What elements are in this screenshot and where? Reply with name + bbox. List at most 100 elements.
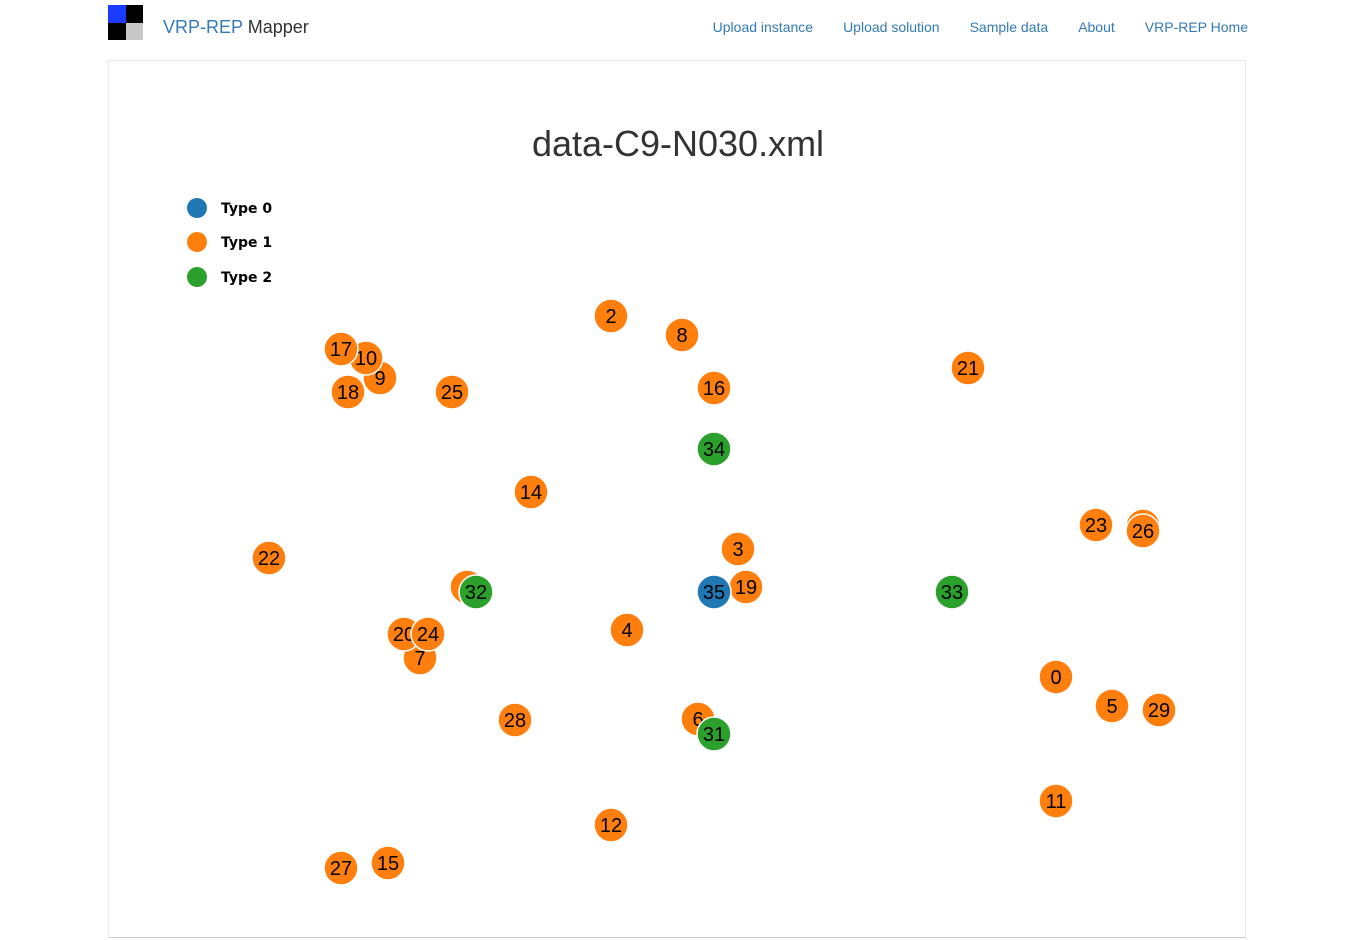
node-marker[interactable] — [251, 540, 287, 576]
node-marker[interactable] — [696, 370, 732, 406]
nav-vrp-rep-home[interactable]: VRP-REP Home — [1144, 19, 1248, 35]
brand-mapper: Mapper — [247, 17, 309, 37]
map-node-29[interactable]: 29 — [1141, 692, 1177, 728]
node-marker[interactable] — [950, 350, 986, 386]
logo-square-gray — [125, 22, 143, 40]
node-label: 26 — [1132, 521, 1154, 543]
node-marker[interactable] — [330, 374, 366, 410]
node-label: 31 — [703, 724, 725, 746]
map-node-31[interactable]: 31 — [696, 716, 732, 752]
node-marker[interactable] — [696, 431, 732, 467]
map-node-33[interactable]: 33 — [934, 574, 970, 610]
node-marker[interactable] — [1038, 659, 1074, 695]
brand-title[interactable]: VRP-REP Mapper — [163, 16, 309, 38]
map-node-8[interactable]: 8 — [664, 317, 700, 353]
map-title: data-C9-N030.xml — [532, 123, 824, 164]
map-node-19[interactable]: 19 — [728, 569, 764, 605]
legend-label-type-1: Type 1 — [221, 235, 272, 251]
node-label: 19 — [735, 577, 757, 599]
map-node-5[interactable]: 5 — [1094, 688, 1130, 724]
node-label: 32 — [465, 582, 487, 604]
node-marker[interactable] — [1038, 783, 1074, 819]
node-label: 11 — [1046, 791, 1067, 813]
map-node-12[interactable]: 12 — [593, 807, 629, 843]
node-label: 2 — [605, 306, 616, 328]
node-label: 20 — [393, 624, 415, 646]
node-marker[interactable] — [513, 474, 549, 510]
node-label: 17 — [330, 339, 352, 361]
nav-links: Upload instance Upload solution Sample d… — [713, 18, 1248, 36]
vrp-rep-logo[interactable] — [108, 5, 143, 40]
map-node-16[interactable]: 16 — [696, 370, 732, 406]
map-node-0[interactable]: 0 — [1038, 659, 1074, 695]
map-node-28[interactable]: 28 — [497, 702, 533, 738]
map-node-32[interactable]: 32 — [458, 574, 494, 610]
node-marker[interactable] — [1125, 513, 1161, 549]
node-marker[interactable] — [1078, 507, 1114, 543]
map-node-25[interactable]: 25 — [434, 374, 470, 410]
map-node-14[interactable]: 14 — [513, 474, 549, 510]
node-marker[interactable] — [1094, 688, 1130, 724]
legend-swatch-type-2 — [187, 267, 207, 287]
map-node-24[interactable]: 24 — [410, 616, 446, 652]
map-node-3[interactable]: 3 — [720, 531, 756, 567]
node-marker[interactable] — [323, 850, 359, 886]
node-marker[interactable] — [323, 331, 359, 367]
map-node-17[interactable]: 17 — [323, 331, 359, 367]
node-label: 5 — [1106, 696, 1117, 718]
map-node-2[interactable]: 2 — [593, 298, 629, 334]
node-marker[interactable] — [434, 374, 470, 410]
node-label: 21 — [957, 358, 979, 380]
node-label: 4 — [621, 620, 632, 642]
map-node-4[interactable]: 4 — [609, 612, 645, 648]
node-label: 34 — [703, 439, 725, 461]
logo-square-blue — [108, 5, 126, 23]
node-label: 10 — [355, 348, 377, 370]
logo-square-black-bottom — [108, 22, 126, 40]
node-label: 3 — [732, 539, 743, 561]
node-marker[interactable] — [497, 702, 533, 738]
map-node-18[interactable]: 18 — [330, 374, 366, 410]
map-panel — [108, 60, 1246, 938]
node-label: 7 — [414, 648, 425, 670]
legend-label-type-2: Type 2 — [221, 270, 272, 286]
node-marker[interactable] — [934, 574, 970, 610]
map-node-21[interactable]: 21 — [950, 350, 986, 386]
node-marker[interactable] — [458, 574, 494, 610]
node-label: 0 — [1050, 667, 1061, 689]
map-node-23[interactable]: 23 — [1078, 507, 1114, 543]
nav-sample-data[interactable]: Sample data — [969, 19, 1049, 35]
map-node-26[interactable]: 26 — [1125, 513, 1161, 549]
node-marker[interactable] — [593, 298, 629, 334]
legend: Type 0 Type 1 Type 2 — [187, 198, 272, 287]
node-marker[interactable] — [1141, 692, 1177, 728]
node-marker[interactable] — [696, 574, 732, 610]
node-marker[interactable] — [593, 807, 629, 843]
node-label: 35 — [703, 582, 725, 604]
node-label: 24 — [417, 624, 439, 646]
node-marker[interactable] — [720, 531, 756, 567]
node-marker[interactable] — [664, 317, 700, 353]
nav-about[interactable]: About — [1078, 19, 1115, 35]
node-label: 12 — [600, 815, 622, 837]
node-label: 28 — [504, 710, 526, 732]
map-node-15[interactable]: 15 — [370, 845, 406, 881]
logo-square-black-top — [125, 5, 143, 23]
node-label: 16 — [703, 378, 725, 400]
map-node-22[interactable]: 22 — [251, 540, 287, 576]
map-node-27[interactable]: 27 — [323, 850, 359, 886]
node-marker[interactable] — [609, 612, 645, 648]
map-node-11[interactable]: 11 — [1038, 783, 1074, 819]
legend-swatch-type-0 — [187, 198, 207, 218]
node-label: 15 — [377, 853, 399, 875]
nav-upload-instance[interactable]: Upload instance — [712, 19, 814, 35]
node-label: 14 — [520, 482, 542, 504]
node-marker[interactable] — [410, 616, 446, 652]
nav-upload-solution[interactable]: Upload solution — [843, 19, 940, 35]
map-node-35[interactable]: 35 — [696, 574, 732, 610]
node-marker[interactable] — [370, 845, 406, 881]
node-label: 18 — [337, 382, 359, 404]
node-marker[interactable] — [696, 716, 732, 752]
map-node-34[interactable]: 34 — [696, 431, 732, 467]
